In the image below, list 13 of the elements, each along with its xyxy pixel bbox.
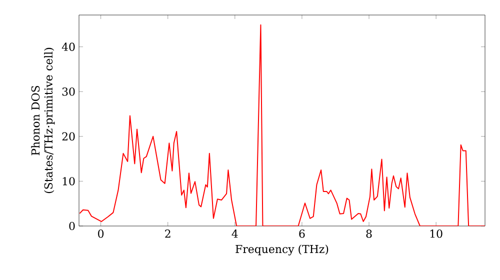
x-tick-label: 4 [232, 230, 238, 238]
x-tick-label: 0 [98, 230, 104, 238]
y-axis-title: Phonon DOS (States/THz·primitive cell) [31, 48, 55, 194]
y-tick-label: 30 [62, 87, 75, 96]
x-tick-label: 8 [366, 230, 372, 238]
y-tick-label: 40 [62, 42, 75, 51]
y-tick-label: 10 [62, 177, 75, 186]
x-tick-label: 10 [430, 230, 442, 238]
x-tick-label: 6 [299, 230, 305, 238]
x-axis-title: Frequency (THz) [236, 244, 328, 256]
y-tick-label: 20 [62, 132, 75, 141]
x-tick-label: 2 [165, 230, 170, 238]
y-tick-label: 0 [69, 222, 75, 230]
